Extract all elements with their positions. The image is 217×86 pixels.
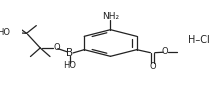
Text: HO: HO (63, 61, 76, 70)
Text: O: O (162, 47, 169, 56)
Text: O: O (54, 43, 60, 52)
Text: O: O (150, 62, 156, 71)
Text: B: B (66, 48, 73, 58)
Text: H–Cl: H–Cl (187, 35, 209, 45)
Text: HO: HO (0, 28, 11, 37)
Text: NH₂: NH₂ (102, 12, 119, 21)
